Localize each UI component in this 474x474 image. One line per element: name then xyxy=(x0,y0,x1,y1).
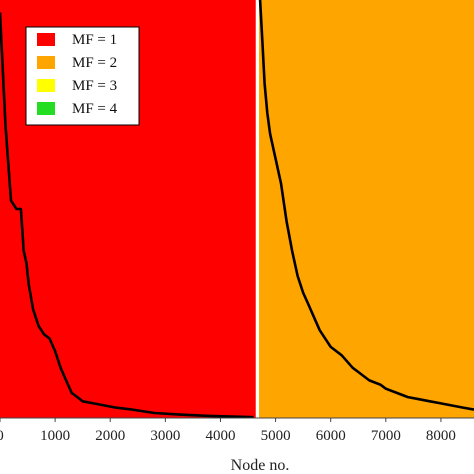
series-line-1 xyxy=(0,12,254,419)
x-tick-label-3: 3000 xyxy=(150,428,180,444)
legend-swatch-1 xyxy=(37,33,55,46)
series-line-2 xyxy=(258,0,474,411)
legend-swatch-2 xyxy=(37,56,55,69)
x-tick-label-0: 0 xyxy=(0,428,4,444)
x-tick-label-4: 4000 xyxy=(205,428,235,444)
x-axis: 0 1000 2000 3000 4000 5000 6000 7000 8000 Node n… xyxy=(0,417,474,474)
legend-swatch-3 xyxy=(37,79,55,92)
legend-label-4: MF = 4 xyxy=(72,101,118,117)
x-tick-label-1: 1000 xyxy=(40,428,70,444)
x-ticks: 0 1000 2000 3000 4000 5000 6000 7000 8000 xyxy=(0,418,456,444)
region-2 xyxy=(259,0,474,418)
legend-label-2: MF = 2 xyxy=(72,55,117,71)
x-tick-label-8: 8000 xyxy=(426,428,456,444)
legend-label-1: MF = 1 xyxy=(72,32,117,48)
data-lines xyxy=(0,0,474,419)
x-tick-label-2: 2000 xyxy=(95,428,125,444)
legend: MF = 1 MF = 2 MF = 3 MF = 4 xyxy=(25,26,140,126)
x-axis-title: Node no. xyxy=(231,457,290,474)
x-tick-label-7: 7000 xyxy=(371,428,401,444)
x-tick-label-5: 5000 xyxy=(261,428,291,444)
legend-swatch-4 xyxy=(37,102,55,115)
x-tick-label-6: 6000 xyxy=(316,428,346,444)
legend-items: MF = 1 MF = 2 MF = 3 MF = 4 xyxy=(37,32,118,117)
legend-label-3: MF = 3 xyxy=(72,78,117,94)
